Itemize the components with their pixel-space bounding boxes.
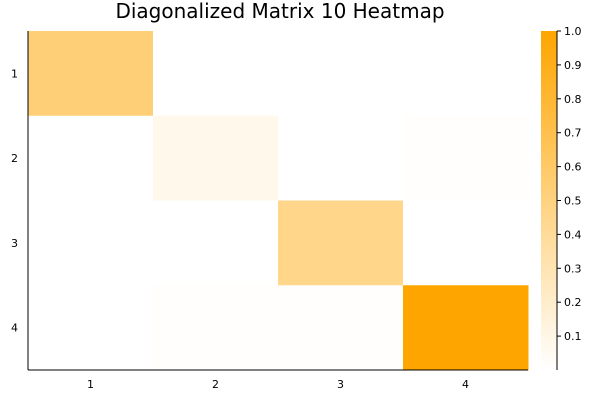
colorbar-tick-label-0.2: 0.2 bbox=[564, 296, 582, 309]
colorbar-tick-label-0.1: 0.1 bbox=[564, 330, 582, 343]
heatmap-cell-r3-c4 bbox=[403, 200, 529, 286]
heatmap-cell-r2-c3 bbox=[278, 115, 404, 201]
y-tick-label-1: 1 bbox=[11, 67, 18, 80]
colorbar: 0.1 0.2 0.3 0.4 0.5 0.6 0.7 0.8 0.9 1.0 bbox=[541, 25, 582, 370]
heatmap-cell-r3-c1 bbox=[28, 200, 154, 286]
colorbar-gradient bbox=[541, 31, 557, 370]
y-tick-label-4: 4 bbox=[11, 322, 18, 335]
colorbar-tick-label-0.6: 0.6 bbox=[564, 161, 582, 174]
colorbar-tick-label-0.7: 0.7 bbox=[564, 127, 582, 140]
heatmap-cell-r3-c3 bbox=[278, 200, 404, 286]
heatmap-cell-r1-c1 bbox=[28, 31, 154, 117]
chart-title: Diagonalized Matrix 10 Heatmap bbox=[115, 0, 444, 23]
heatmap-cell-r2-c1 bbox=[28, 115, 154, 201]
heatmap-cell-r2-c4 bbox=[403, 115, 529, 201]
x-tick-labels: 1 2 3 4 bbox=[87, 378, 469, 391]
x-tick-label-1: 1 bbox=[87, 378, 94, 391]
y-tick-label-3: 3 bbox=[11, 237, 18, 250]
y-tick-labels: 1 2 3 4 bbox=[11, 67, 18, 334]
heatmap-cell-r4-c1 bbox=[28, 285, 154, 371]
colorbar-tick-label-0.9: 0.9 bbox=[564, 59, 582, 72]
heatmap-cell-r1-c2 bbox=[153, 31, 279, 117]
heatmap-cell-r3-c2 bbox=[153, 200, 279, 286]
colorbar-tick-label-0.8: 0.8 bbox=[564, 93, 582, 106]
y-tick-label-2: 2 bbox=[11, 152, 18, 165]
heatmap-cell-r1-c4 bbox=[403, 31, 529, 117]
colorbar-tick-label-0.5: 0.5 bbox=[564, 195, 582, 208]
x-tick-label-4: 4 bbox=[462, 378, 469, 391]
heatmap-cells bbox=[28, 31, 529, 371]
colorbar-tick-label-0.4: 0.4 bbox=[564, 228, 582, 241]
axes bbox=[27, 31, 528, 371]
x-tick-label-2: 2 bbox=[212, 378, 219, 391]
heatmap-cell-r4-c3 bbox=[278, 285, 404, 371]
x-tick-label-3: 3 bbox=[337, 378, 344, 391]
colorbar-tick-label-0.3: 0.3 bbox=[564, 262, 582, 275]
heatmap-cell-r4-c4 bbox=[403, 285, 529, 371]
heatmap-cell-r2-c2 bbox=[153, 115, 279, 201]
colorbar-tick-label-1.0: 1.0 bbox=[564, 25, 582, 38]
heatmap-cell-r4-c2 bbox=[153, 285, 279, 371]
heatmap-cell-r1-c3 bbox=[278, 31, 404, 117]
